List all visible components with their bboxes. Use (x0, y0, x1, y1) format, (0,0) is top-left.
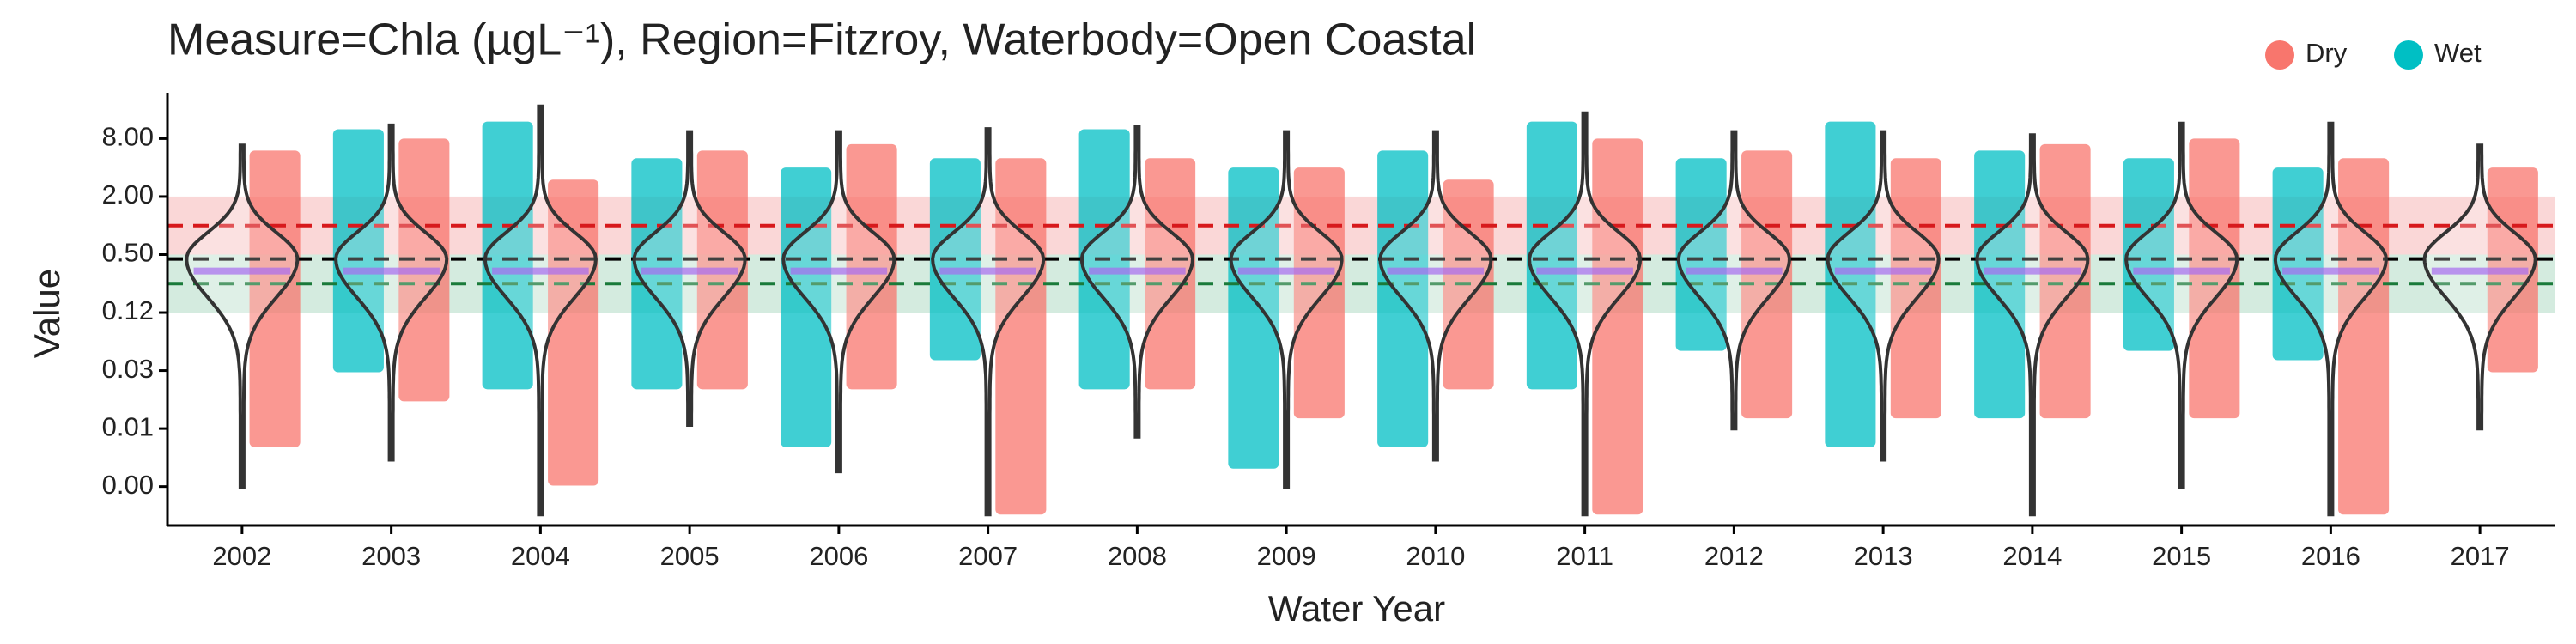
point-cloud (995, 158, 1047, 515)
violin (632, 130, 747, 427)
violin (1826, 130, 1941, 462)
point-cloud (781, 167, 832, 447)
x-tick-label: 2003 (361, 541, 421, 571)
y-tick-label: 0.01 (102, 411, 154, 441)
x-tick-label: 2012 (1704, 541, 1764, 571)
violin (1378, 130, 1493, 462)
point-cloud (2338, 158, 2390, 515)
y-tick-label: 0.00 (102, 470, 154, 500)
point-cloud (1293, 167, 1345, 419)
point-cloud (1890, 158, 1941, 419)
chart-title: Measure=Chla (µgL⁻¹), Region=Fitzroy, Wa… (167, 15, 1476, 65)
violin (931, 127, 1046, 517)
point-cloud (846, 143, 897, 390)
x-tick-label: 2010 (1406, 541, 1465, 571)
violin (483, 104, 598, 517)
point-cloud (548, 179, 599, 486)
point-cloud (1526, 121, 1577, 390)
violin (1229, 130, 1344, 489)
x-tick-label: 2006 (809, 541, 868, 571)
x-tick-label: 2007 (958, 541, 1018, 571)
violin (2422, 143, 2537, 431)
legend-label: Wet (2434, 38, 2482, 68)
point-cloud (1592, 138, 1643, 515)
violin (1676, 130, 1791, 431)
violin (2273, 121, 2388, 517)
legend-swatch (2394, 40, 2423, 70)
y-tick-label: 2.00 (102, 179, 154, 210)
legend-swatch (2265, 40, 2294, 70)
x-tick-label: 2015 (2152, 541, 2211, 571)
violin (2124, 121, 2239, 489)
y-tick-label: 0.50 (102, 238, 154, 268)
point-cloud (2123, 158, 2174, 351)
y-tick-label: 8.00 (102, 122, 154, 152)
violin (1079, 125, 1194, 439)
point-cloud (2039, 143, 2091, 419)
x-tick-label: 2005 (660, 541, 720, 571)
point-cloud (332, 129, 384, 373)
point-cloud (1675, 158, 1727, 351)
x-tick-label: 2002 (212, 541, 271, 571)
y-axis-label: Value (27, 269, 67, 358)
x-tick-label: 2014 (2002, 541, 2062, 571)
violin (334, 123, 449, 462)
violin (185, 143, 300, 489)
x-tick-label: 2013 (1854, 541, 1913, 571)
x-tick-label: 2016 (2301, 541, 2360, 571)
violin (781, 130, 896, 474)
x-tick-label: 2011 (1556, 541, 1613, 571)
x-tick-label: 2004 (511, 541, 570, 571)
x-tick-label: 2017 (2451, 541, 2510, 571)
legend-label: Dry (2306, 38, 2348, 68)
point-cloud (482, 121, 533, 390)
x-tick-label: 2009 (1257, 541, 1316, 571)
point-cloud (2272, 167, 2324, 361)
violin (1975, 133, 2090, 517)
x-tick-label: 2008 (1108, 541, 1167, 571)
violin (1528, 111, 1643, 517)
y-tick-label: 0.03 (102, 354, 154, 384)
x-axis-label: Water Year (1268, 588, 1445, 629)
point-cloud (2189, 138, 2240, 419)
y-tick-label: 0.12 (102, 295, 154, 325)
